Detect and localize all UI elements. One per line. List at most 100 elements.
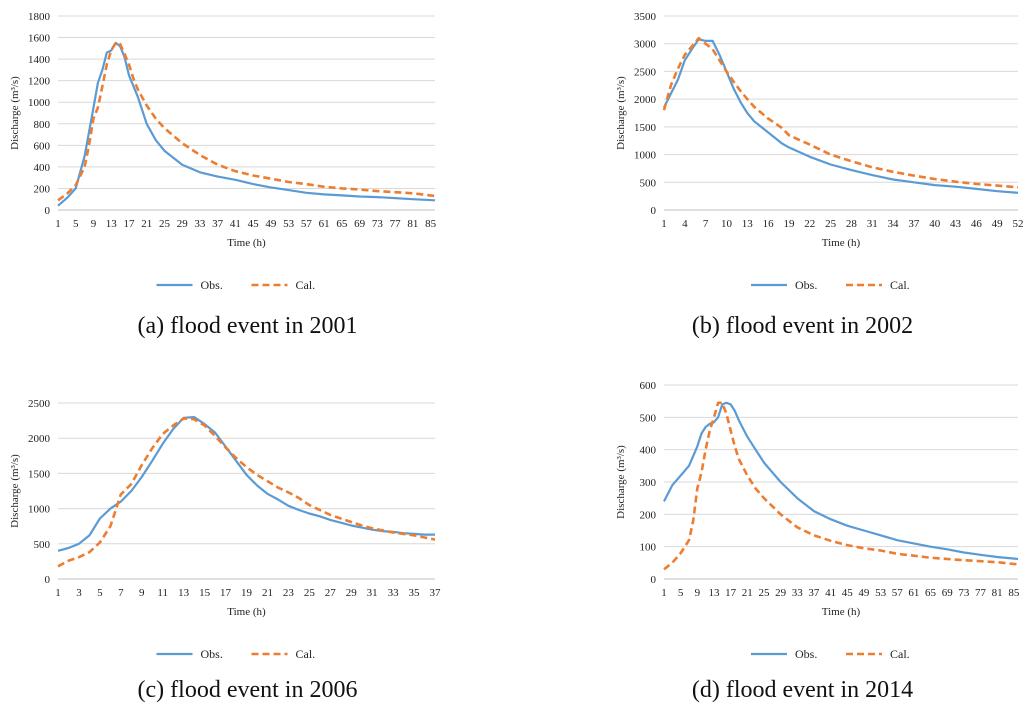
y-tick-label: 0 bbox=[45, 205, 51, 217]
x-tick-label: 25 bbox=[825, 218, 837, 230]
x-tick-label: 13 bbox=[742, 218, 754, 230]
x-tick-label: 15 bbox=[199, 587, 211, 599]
x-tick-label: 85 bbox=[1008, 587, 1020, 599]
x-tick-label: 65 bbox=[336, 218, 348, 230]
x-tick-label: 34 bbox=[888, 218, 900, 230]
x-tick-label: 22 bbox=[804, 218, 815, 230]
x-tick-label: 7 bbox=[118, 587, 124, 599]
y-tick-label: 500 bbox=[34, 539, 51, 551]
series-obs-line bbox=[57, 41, 436, 207]
x-tick-label: 57 bbox=[301, 218, 313, 230]
x-tick-label: 37 bbox=[908, 218, 920, 230]
x-tick-label: 73 bbox=[372, 218, 384, 230]
x-tick-label: 5 bbox=[678, 587, 684, 599]
x-tick-label: 69 bbox=[942, 587, 954, 599]
y-tick-label: 1000 bbox=[634, 150, 657, 162]
legend-cal-label: Cal. bbox=[296, 647, 316, 661]
x-tick-label: 21 bbox=[262, 587, 273, 599]
y-tick-label: 2000 bbox=[634, 94, 657, 106]
x-tick-label: 5 bbox=[73, 218, 79, 230]
x-tick-label: 17 bbox=[123, 218, 135, 230]
legend-obs-label: Obs. bbox=[795, 647, 817, 661]
x-tick-label: 33 bbox=[792, 587, 804, 599]
x-tick-label: 13 bbox=[178, 587, 190, 599]
panel-b: 0 500 1000 1500 2000 2500 3000 3500 1 4 7 10 13 16 19 2… bbox=[515, 0, 1030, 362]
caption-d: (d) flood event in 2014 bbox=[691, 677, 914, 703]
series-cal-line bbox=[57, 417, 436, 568]
chart-d: 0 100 200 300 400 500 600 1 5 9 13 17 21 25 29 33 37 41 45… bbox=[615, 380, 1020, 661]
y-tick-label: 600 bbox=[34, 140, 51, 152]
x-tick-label: 25 bbox=[758, 587, 770, 599]
x-tick-label: 53 bbox=[875, 587, 887, 599]
x-tick-label: 9 bbox=[139, 587, 145, 599]
legend-cal-label: Cal. bbox=[890, 278, 910, 292]
x-tick-label: 1 bbox=[55, 587, 61, 599]
y-tick-label: 200 bbox=[34, 183, 51, 195]
legend-cal-label: Cal. bbox=[296, 278, 316, 292]
x-tick-label: 85 bbox=[425, 218, 437, 230]
caption-a: (a) flood event in 2001 bbox=[137, 313, 358, 339]
y-tick-label: 1000 bbox=[28, 504, 51, 516]
x-tick-label: 3 bbox=[76, 587, 82, 599]
y-tick-label: 2500 bbox=[634, 66, 657, 78]
y-tick-label: 1800 bbox=[28, 11, 51, 23]
x-tick-label: 69 bbox=[354, 218, 366, 230]
x-axis-title: Time (h) bbox=[227, 606, 266, 618]
y-tick-label: 200 bbox=[640, 509, 657, 521]
x-axis-title: Time (h) bbox=[227, 237, 266, 249]
x-tick-label: 53 bbox=[283, 218, 295, 230]
x-tick-label: 4 bbox=[682, 218, 688, 230]
y-axis-title: Discharge (m³/s) bbox=[615, 445, 627, 519]
chart-b: 0 500 1000 1500 2000 2500 3000 3500 1 4 7 10 13 16 19 2… bbox=[615, 11, 1024, 292]
x-tick-label: 7 bbox=[703, 218, 709, 230]
x-tick-label: 73 bbox=[958, 587, 970, 599]
x-tick-label: 31 bbox=[367, 587, 378, 599]
x-tick-label: 81 bbox=[407, 218, 418, 230]
y-tick-label: 100 bbox=[640, 542, 657, 554]
y-tick-label: 1600 bbox=[28, 33, 51, 45]
x-tick-label: 40 bbox=[929, 218, 941, 230]
x-tick-label: 19 bbox=[241, 587, 253, 599]
x-tick-label: 45 bbox=[248, 218, 260, 230]
y-tick-label: 1000 bbox=[28, 97, 51, 109]
series-obs-line bbox=[663, 401, 1019, 561]
x-tick-label: 46 bbox=[971, 218, 983, 230]
x-tick-label: 49 bbox=[265, 218, 277, 230]
y-tick-label: 400 bbox=[640, 445, 657, 457]
panel-a: 0 200 400 600 800 1000 1200 1400 1600 1800 1 5 9 13 17… bbox=[0, 0, 515, 362]
y-tick-label: 0 bbox=[651, 574, 657, 586]
y-tick-label: 300 bbox=[640, 477, 657, 489]
x-tick-label: 13 bbox=[708, 587, 720, 599]
x-tick-label: 29 bbox=[775, 587, 787, 599]
x-tick-label: 11 bbox=[157, 587, 168, 599]
x-tick-label: 10 bbox=[721, 218, 733, 230]
x-tick-label: 33 bbox=[194, 218, 206, 230]
x-tick-label: 16 bbox=[763, 218, 775, 230]
series-obs-line bbox=[663, 38, 1019, 194]
y-tick-label: 2500 bbox=[28, 398, 51, 410]
y-tick-label: 0 bbox=[45, 574, 51, 586]
x-tick-label: 27 bbox=[325, 587, 337, 599]
x-axis-title: Time (h) bbox=[822, 606, 861, 618]
x-axis-title: Time (h) bbox=[822, 237, 861, 249]
x-tick-label: 37 bbox=[212, 218, 224, 230]
x-tick-label: 33 bbox=[388, 587, 400, 599]
y-tick-label: 0 bbox=[651, 205, 657, 217]
series-cal-line bbox=[57, 41, 436, 202]
x-tick-label: 29 bbox=[177, 218, 189, 230]
x-tick-label: 25 bbox=[304, 587, 316, 599]
series-cal-line bbox=[663, 401, 1019, 571]
x-tick-label: 52 bbox=[1013, 218, 1024, 230]
x-tick-label: 13 bbox=[106, 218, 118, 230]
panel-d: 0 100 200 300 400 500 600 1 5 9 13 17 21 25 29 33 37 41 45… bbox=[515, 362, 1030, 724]
y-tick-label: 1200 bbox=[28, 76, 51, 88]
y-tick-label: 3500 bbox=[634, 11, 657, 23]
x-tick-label: 1 bbox=[661, 587, 667, 599]
y-tick-label: 400 bbox=[34, 162, 51, 174]
x-tick-label: 17 bbox=[725, 587, 737, 599]
x-tick-label: 43 bbox=[950, 218, 962, 230]
x-tick-label: 77 bbox=[390, 218, 402, 230]
x-tick-label: 28 bbox=[846, 218, 858, 230]
x-tick-label: 35 bbox=[409, 587, 421, 599]
